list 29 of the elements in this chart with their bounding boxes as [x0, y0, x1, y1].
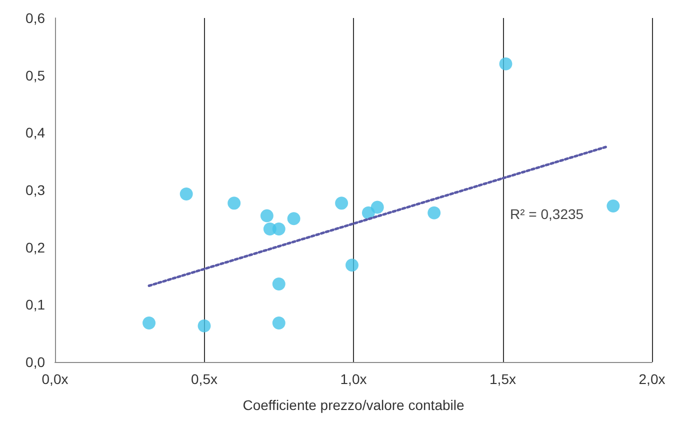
y-tick-label: 0,0: [26, 354, 46, 370]
y-tick-label: 0,2: [26, 239, 46, 256]
y-tick-label: 0,5: [26, 67, 46, 84]
point: [499, 57, 512, 70]
point: [287, 212, 300, 226]
x-tick-label: 1,0x: [340, 371, 367, 387]
point: [346, 258, 359, 272]
point: [260, 209, 274, 222]
point: [198, 319, 211, 332]
point: [228, 196, 241, 210]
x-tick-label: 2,0x: [638, 371, 666, 387]
point: [370, 200, 384, 214]
point: [606, 200, 620, 213]
point: [180, 188, 193, 201]
y-tick-label: 0,6: [26, 10, 46, 26]
x-axis-title: Coefficiente prezzo/valore contabile: [242, 397, 464, 413]
y-tick-label: 0,1: [26, 296, 46, 313]
point: [335, 196, 348, 210]
point: [272, 278, 286, 291]
point: [272, 222, 286, 236]
x-tick-label: 0,0x: [42, 371, 68, 387]
y-tick-label: 0,4: [26, 124, 46, 141]
point: [142, 316, 156, 330]
annotation: R² = 0,3235: [510, 206, 584, 222]
y-tick-label: 0,3: [26, 182, 46, 198]
point: [272, 316, 286, 330]
x-tick-label: 1,5x: [490, 371, 516, 387]
x-tick-label: 0,5x: [191, 371, 218, 387]
point: [428, 206, 441, 220]
